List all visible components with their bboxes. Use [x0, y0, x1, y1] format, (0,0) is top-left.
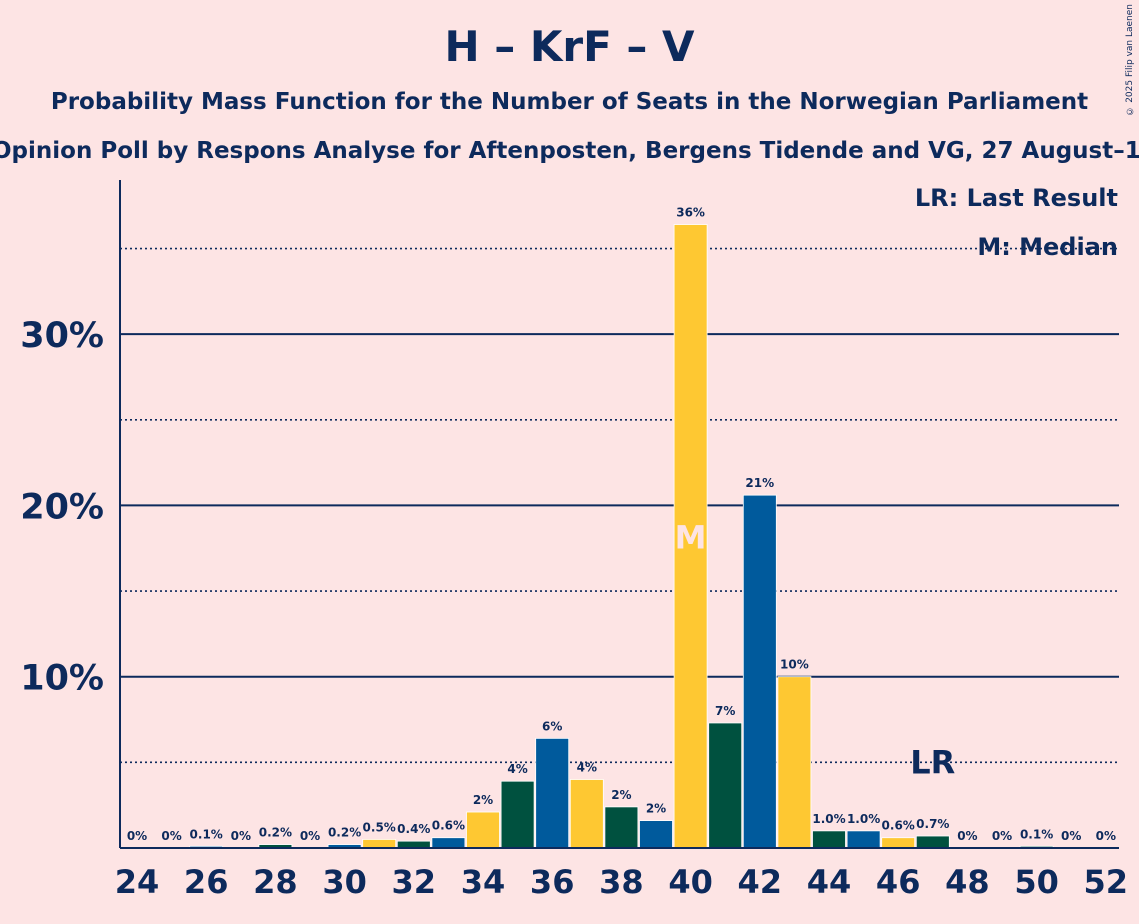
x-tick-label: 26: [184, 863, 229, 901]
bar-value-label: 1.0%: [812, 812, 845, 826]
bar-seat-32: [396, 840, 431, 849]
bar-value-label: 0%: [992, 829, 1012, 843]
bar-seat-34: [466, 811, 500, 849]
bar-value-label: 0%: [161, 829, 181, 843]
y-tick-label: 10%: [20, 659, 104, 699]
bar-seat-46: [881, 837, 916, 849]
bar-value-label: 0%: [1096, 829, 1116, 843]
x-tick-label: 42: [738, 863, 783, 901]
bar-seat-35: [500, 780, 535, 849]
bar-value-label: 0%: [957, 829, 977, 843]
bar-value-label: 0%: [231, 829, 251, 843]
x-tick-label: 52: [1084, 863, 1129, 901]
x-tick-label: 48: [945, 863, 990, 901]
x-tick-label: 28: [253, 863, 298, 901]
bar-seat-31: [362, 839, 397, 849]
bar-seat-47: [915, 835, 950, 849]
x-tick-label: 24: [115, 863, 160, 901]
bar-value-label: 10%: [780, 658, 809, 672]
bar-value-label: 2%: [473, 793, 493, 807]
bar-value-label: 2%: [646, 802, 666, 816]
bar-value-label: 0.5%: [363, 820, 396, 834]
bar-value-label: 0.6%: [432, 819, 465, 833]
y-tick-label: 30%: [20, 316, 104, 356]
bar-value-label: 0%: [127, 829, 147, 843]
bar-value-label: 0%: [1061, 829, 1081, 843]
median-marker: M: [675, 518, 707, 556]
bar-value-label: 0.2%: [328, 826, 361, 840]
bar-value-label: 0.4%: [397, 822, 430, 836]
bar-seat-45: [846, 830, 881, 849]
chart-title: H – KrF – V: [444, 22, 695, 71]
bar-seat-42: [742, 494, 777, 849]
bar-seat-37: [569, 779, 604, 849]
x-tick-label: 44: [807, 863, 852, 901]
x-tick-label: 50: [1014, 863, 1059, 901]
bar-value-label: 0%: [300, 829, 320, 843]
x-tick-label: 32: [392, 863, 437, 901]
bar-seat-38: [604, 806, 639, 849]
bar-value-label: 4%: [507, 762, 527, 776]
bar-value-label: 7%: [715, 704, 735, 718]
bar-value-label: 4%: [577, 760, 597, 774]
x-tick-label: 30: [322, 863, 367, 901]
y-tick-label: 20%: [20, 487, 104, 527]
chart-subtitle: Probability Mass Function for the Number…: [50, 89, 1089, 115]
bar-seat-40: [673, 224, 708, 849]
bar-value-label: 1.0%: [847, 812, 880, 826]
bar-seat-41: [708, 722, 743, 849]
bar-value-label: 36%: [676, 206, 705, 220]
x-tick-label: 40: [668, 863, 713, 901]
bar-seat-36: [535, 737, 570, 849]
bar-seat-43: [777, 676, 812, 849]
bar-labels: 0% 0% 0.1% 0% 0.2% 0% 0.2% 0.5% 0.4% 0.6%2%4%6%4%…: [127, 206, 1116, 843]
bar-seat-39: [639, 820, 673, 849]
markers: M LR: [675, 518, 956, 781]
legend-last-result: LR: Last Result: [914, 184, 1118, 212]
bar-value-label: 0.7%: [916, 817, 949, 831]
bar-value-label: 0.6%: [882, 819, 915, 833]
x-tick-label: 46: [876, 863, 921, 901]
bar-value-label: 0.1%: [190, 827, 223, 841]
poll-description: Opinion Poll by Respons Analyse for Afte…: [0, 138, 1139, 164]
bar-value-label: 21%: [745, 476, 774, 490]
bar-seat-33: [431, 837, 466, 849]
last-result-marker: LR: [910, 743, 955, 781]
grid-lines: [120, 247, 1119, 764]
bar-value-label: 0.2%: [259, 826, 292, 840]
legend-median: M: Median: [977, 233, 1118, 261]
bars: [189, 224, 1054, 849]
x-tick-label: 38: [599, 863, 644, 901]
bar-value-label: 2%: [611, 788, 631, 802]
x-tick-label: 34: [461, 863, 506, 901]
bar-value-label: 6%: [542, 719, 562, 733]
axes: 10% 20% 30% 24 26 28 30 32 34 36 38 40 42 44 46 48 50 52: [20, 180, 1128, 901]
x-tick-label: 36: [530, 863, 575, 901]
bar-seat-44: [812, 830, 846, 849]
bar-value-label: 0.1%: [1020, 827, 1053, 841]
